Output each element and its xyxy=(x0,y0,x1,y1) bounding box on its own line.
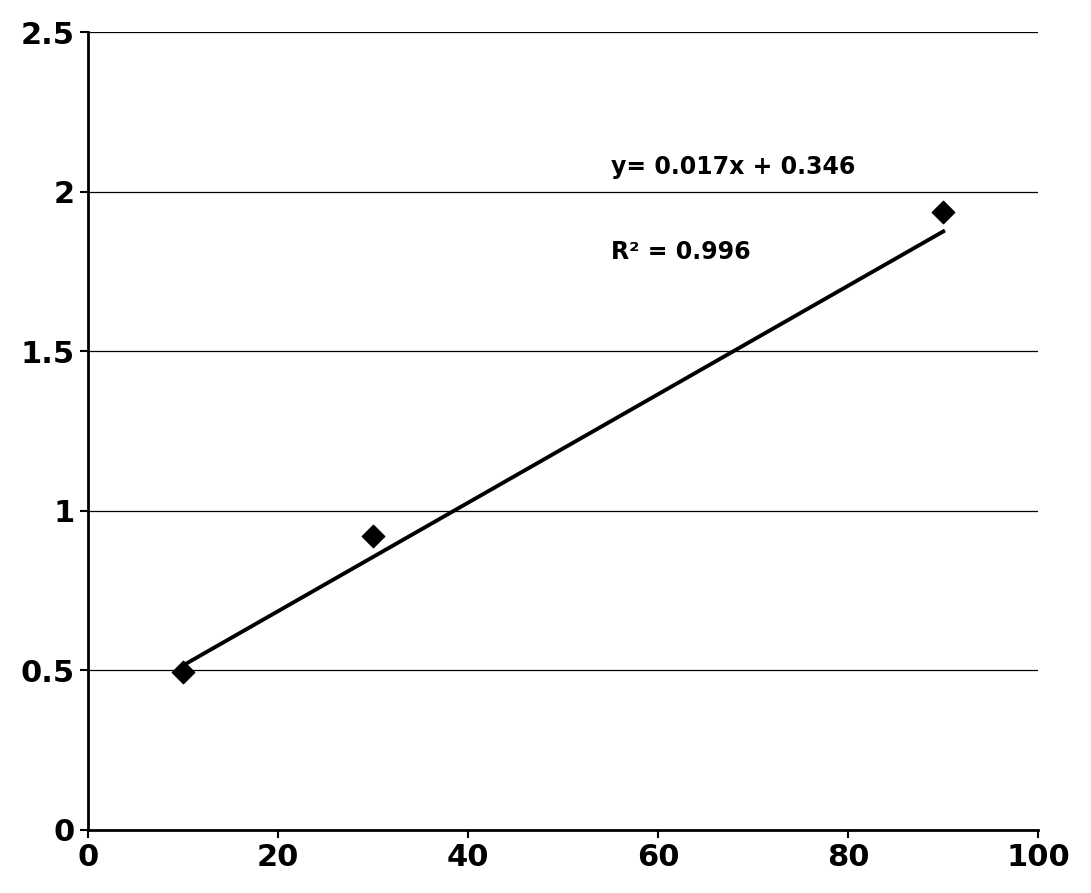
Text: y= 0.017x + 0.346: y= 0.017x + 0.346 xyxy=(611,155,855,179)
Point xyxy=(935,205,952,220)
Point xyxy=(175,664,192,679)
Text: R² = 0.996: R² = 0.996 xyxy=(611,239,751,263)
Point xyxy=(364,529,382,543)
